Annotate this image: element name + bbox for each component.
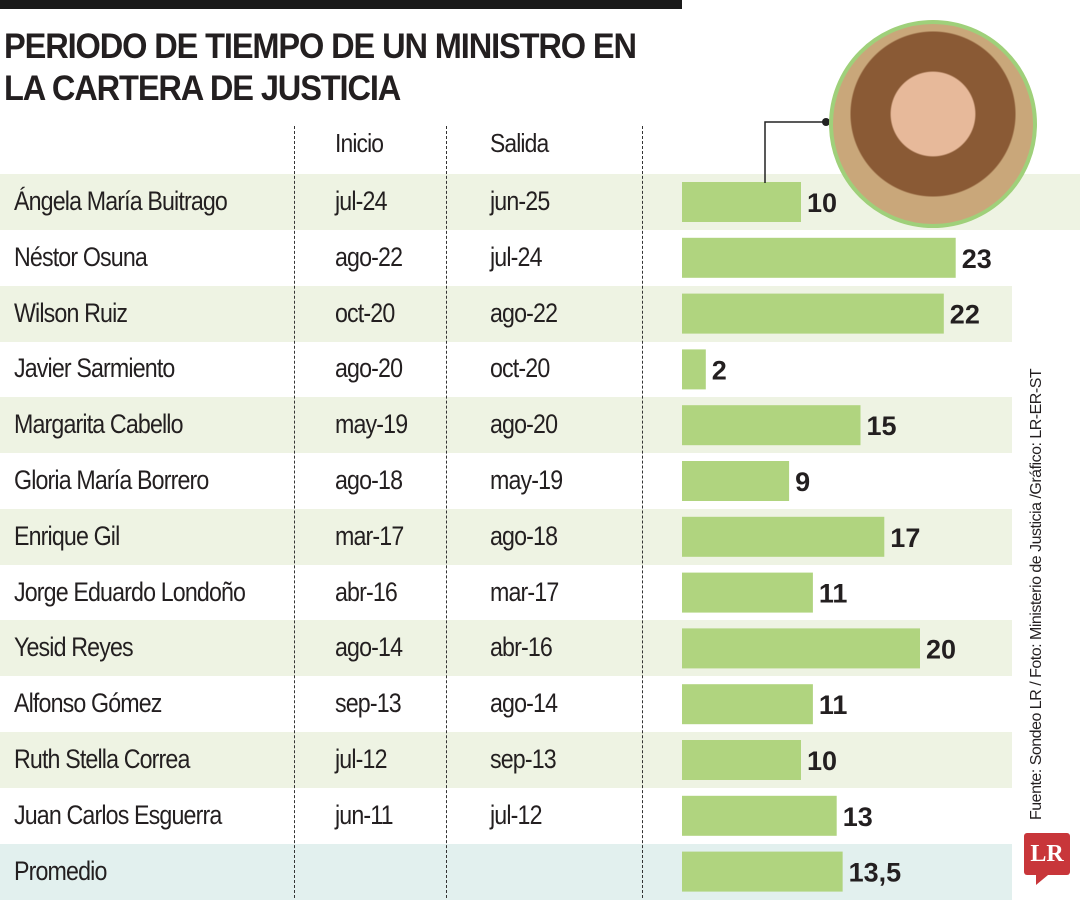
divider — [294, 126, 295, 898]
data-label: 15 — [867, 411, 897, 441]
data-label: 23 — [962, 244, 992, 274]
table-row: Javier Sarmiento ago-20 oct-20 — [0, 341, 1012, 397]
bar — [682, 740, 801, 780]
minister-name: Jorge Eduardo Londoño — [14, 576, 246, 607]
minister-name: Margarita Cabello — [14, 409, 184, 440]
end-date: abr-16 — [490, 632, 553, 663]
chart-title: PERIODO DE TIEMPO DE UN MINISTRO EN LA C… — [4, 27, 637, 108]
minister-name: Juan Carlos Esguerra — [14, 799, 222, 830]
table-row: Gloria María Borrero ago-18 may-19 — [0, 453, 1012, 509]
bar — [682, 851, 843, 892]
minister-name: Gloria María Borrero — [14, 465, 209, 495]
minister-name: Ángela María Buitrago — [14, 186, 228, 216]
start-date: jun-11 — [335, 799, 394, 830]
start-date: jul-12 — [335, 744, 388, 774]
end-date: jul-12 — [490, 799, 543, 830]
end-date: may-19 — [490, 465, 563, 495]
data-label: 10 — [807, 746, 837, 776]
end-date: mar-17 — [490, 576, 559, 607]
header-salida: Salida — [490, 128, 549, 158]
start-date: mar-17 — [335, 520, 404, 551]
top-rule — [0, 0, 682, 9]
header-inicio: Inicio — [335, 128, 384, 158]
end-date: ago-22 — [490, 297, 558, 328]
minister-name: Ruth Stella Correa — [14, 744, 190, 774]
data-label: 13,5 — [849, 858, 902, 888]
minister-photo — [829, 20, 1037, 228]
data-label: 11 — [819, 690, 848, 720]
minister-name: Javier Sarmiento — [14, 353, 175, 384]
minister-name: Alfonso Gómez — [14, 688, 162, 719]
start-date: may-19 — [335, 409, 408, 440]
bar — [682, 684, 813, 725]
data-label: 20 — [926, 634, 956, 664]
data-label: 10 — [807, 188, 837, 218]
end-date: jul-24 — [490, 241, 543, 272]
start-date: ago-20 — [335, 353, 403, 384]
divider — [446, 126, 447, 898]
bar — [682, 516, 885, 557]
leader-dot — [822, 118, 830, 126]
bar — [682, 237, 956, 278]
end-date: ago-20 — [490, 409, 558, 440]
bar — [682, 182, 801, 222]
bar — [682, 405, 861, 446]
bar — [682, 628, 920, 669]
divider — [642, 126, 643, 898]
average-row: Promedio — [0, 843, 1012, 900]
minister-name: Yesid Reyes — [14, 632, 134, 663]
table-row: Alfonso Gómez sep-13 ago-14 — [0, 676, 1012, 732]
minister-name: Promedio — [14, 855, 107, 886]
table-row: Jorge Eduardo Londoño abr-16 mar-17 — [0, 565, 1012, 621]
start-date: ago-14 — [335, 632, 403, 663]
start-date: oct-20 — [335, 297, 395, 328]
data-label: 17 — [890, 523, 920, 553]
start-date: jul-24 — [335, 186, 388, 216]
photo-leader-line — [764, 121, 826, 183]
minister-name: Enrique Gil — [14, 520, 120, 551]
bar — [682, 572, 813, 613]
table-row: Juan Carlos Esguerra jun-11 jul-12 — [0, 788, 1012, 844]
bar — [682, 795, 837, 836]
data-label: 9 — [795, 467, 810, 497]
data-label: 2 — [712, 355, 727, 385]
end-date: jun-25 — [490, 186, 550, 216]
start-date: ago-22 — [335, 241, 403, 272]
table-row: Néstor Osuna ago-22 jul-24 — [0, 230, 1012, 286]
end-date: sep-13 — [490, 744, 557, 774]
bar — [682, 349, 706, 390]
bar — [682, 293, 944, 334]
end-date: ago-14 — [490, 688, 558, 719]
start-date: sep-13 — [335, 688, 402, 719]
end-date: ago-18 — [490, 520, 558, 551]
data-label: 11 — [819, 579, 848, 609]
data-label: 13 — [843, 802, 873, 832]
end-date: oct-20 — [490, 353, 550, 384]
source-credit: Fuente: Sondeo LR / Foto: Ministerio de … — [1028, 368, 1045, 820]
minister-name: Wilson Ruiz — [14, 297, 128, 328]
bar — [682, 461, 790, 501]
table-row: Ruth Stella Correa jul-12 sep-13 — [0, 732, 1012, 788]
lr-logo: LR — [1024, 833, 1070, 885]
start-date: abr-16 — [335, 576, 398, 607]
start-date: ago-18 — [335, 465, 403, 495]
minister-name: Néstor Osuna — [14, 241, 148, 272]
data-label: 22 — [950, 300, 980, 330]
